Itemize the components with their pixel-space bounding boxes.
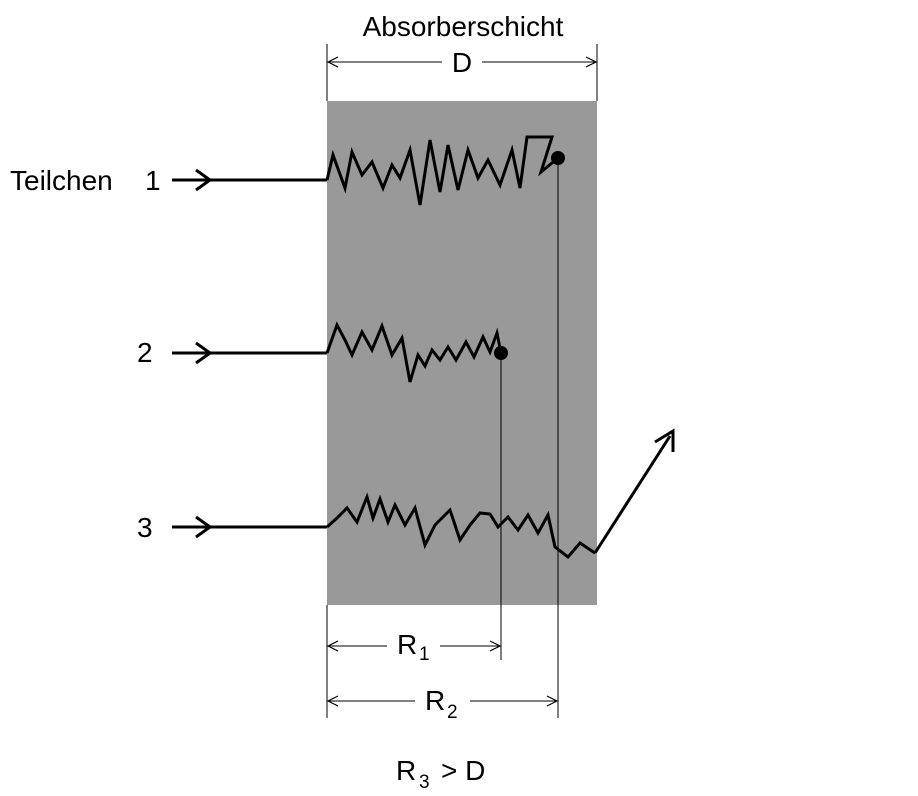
thickness-label: D xyxy=(452,47,472,78)
particle-3-exit-path xyxy=(593,435,672,554)
r1-subscript: 1 xyxy=(419,644,430,665)
absorber-title: Absorberschicht xyxy=(363,11,564,42)
r2-subscript: 2 xyxy=(447,702,458,723)
particle-2-path xyxy=(325,321,503,383)
r3-subscript: 3 xyxy=(419,772,430,793)
r1-dimension: R 1 xyxy=(328,629,500,665)
particle-1-path xyxy=(325,135,559,206)
particle-2-track xyxy=(172,321,508,383)
particle-1-label: 1 xyxy=(145,165,161,196)
particle-3-track xyxy=(172,428,675,560)
r3-statement: R 3 > D xyxy=(396,755,485,793)
r2-label: R xyxy=(425,685,445,716)
r1-label: R xyxy=(397,629,417,660)
particle-2-label: 2 xyxy=(137,337,153,368)
particle-3-label: 3 xyxy=(137,512,153,543)
thickness-dimension: D xyxy=(326,44,598,101)
r3-label: R xyxy=(396,755,416,786)
particle-3-exit-arrow-icon xyxy=(654,428,675,452)
r3-relation: > D xyxy=(441,755,485,786)
r2-dimension: R 2 xyxy=(328,685,557,723)
particle-3-path xyxy=(325,492,596,560)
particle-prefix-label: Teilchen xyxy=(10,165,113,196)
